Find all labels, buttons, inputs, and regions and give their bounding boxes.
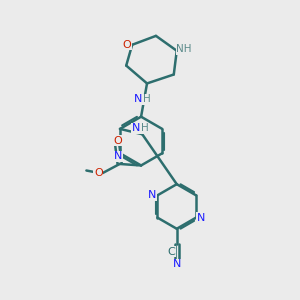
Text: N: N — [134, 94, 142, 104]
Text: C: C — [168, 247, 176, 257]
Text: N: N — [197, 213, 205, 223]
Text: H: H — [142, 94, 150, 104]
Text: O: O — [94, 169, 103, 178]
Text: N: N — [131, 123, 140, 133]
Text: H: H — [141, 123, 148, 133]
Text: N: N — [172, 260, 181, 269]
Text: O: O — [113, 136, 122, 146]
Text: N: N — [148, 190, 157, 200]
Text: O: O — [122, 40, 131, 50]
Text: NH: NH — [176, 44, 192, 54]
Text: N: N — [114, 151, 123, 161]
